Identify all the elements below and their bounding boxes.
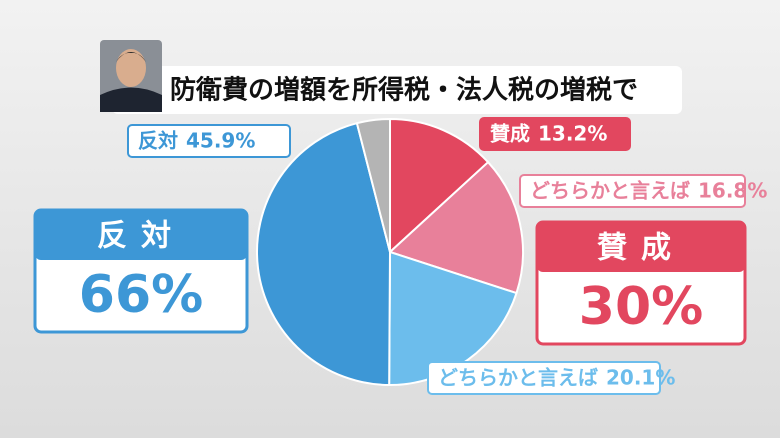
value-label: 45.9% — [186, 129, 255, 153]
pie-slice — [389, 117, 490, 255]
portrait — [100, 40, 162, 112]
title-box — [112, 66, 682, 114]
value-label: 13.2% — [538, 122, 607, 146]
summary-label: 賛成 — [597, 231, 685, 266]
category-label: どちらかと言えば — [530, 179, 690, 203]
summary-header — [537, 222, 745, 272]
label-box — [479, 117, 631, 151]
summary-value: 30% — [579, 277, 703, 337]
category-label: どちらかと言えば — [438, 366, 598, 390]
summary-value: 66% — [79, 265, 203, 325]
value-label: 20.1% — [606, 366, 675, 390]
pie-slice — [256, 121, 392, 387]
chart-title: 防衛費の増額を所得税・法人税の増税で — [170, 76, 638, 106]
pie-slice — [355, 117, 391, 253]
category-label: 賛成 — [490, 122, 530, 146]
label-box — [127, 124, 291, 158]
summary-label: 反対 — [97, 219, 185, 254]
pie-slice — [388, 250, 518, 386]
summary-header — [35, 210, 247, 260]
label-box — [519, 174, 746, 208]
pie-slice — [388, 160, 524, 295]
value-label: 16.8% — [698, 179, 767, 203]
label-box — [427, 361, 661, 395]
category-label: 反対 — [138, 129, 178, 153]
